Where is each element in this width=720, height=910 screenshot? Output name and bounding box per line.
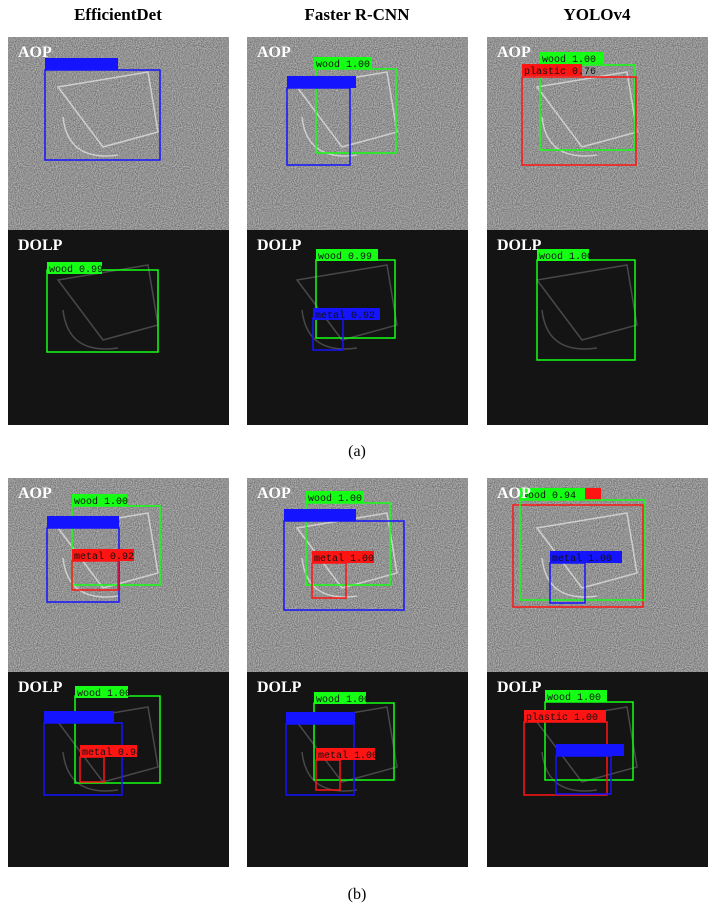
object-outline [295,512,398,598]
image-panel: wood 0.94 metal 1.00 AOP [487,478,708,673]
noise [487,37,708,232]
bounding-box [539,64,636,151]
label-tag [286,712,355,724]
modality-label: DOLP [497,679,542,696]
detection-label: metal 0.92 [315,310,375,322]
label-tag [47,516,119,528]
modality-label: AOP [257,44,291,61]
detection-label: metal 1.00 [314,553,374,565]
bounding-box [512,504,644,608]
label-tag [287,76,356,88]
detection-label: wood 1.00 [316,694,370,706]
detection-label: wood 0.94 [522,490,576,502]
panel-background [247,672,468,867]
object-outline [56,71,159,157]
object-outline [295,706,398,792]
detection-label: wood 0.99 [49,264,103,276]
panel-background [487,230,708,425]
modality-label: DOLP [497,237,542,254]
image-panel: wood 1.00 AOP [247,37,468,232]
detection-label: metal 1.00 [318,750,378,762]
panel-background [8,672,229,867]
subfigure-label: (a) [348,443,366,460]
label-tag [284,509,356,521]
detection-label: wood 1.00 [547,692,601,704]
noise [247,478,468,673]
label-tag [45,58,118,70]
label-tag [314,57,372,69]
label-tag [585,488,601,500]
modality-label: AOP [497,485,531,502]
detection-label: plastic 0.76 [524,66,596,78]
object-outline [56,706,159,792]
image-panel: wood 1.00 metal 1.00 DOLP [247,672,468,867]
object-outline [535,512,638,598]
column-header: YOLOv4 [563,5,631,24]
modality-label: AOP [18,485,52,502]
modality-label: AOP [497,44,531,61]
label-tag [550,551,622,563]
subfigure-label: (b) [348,886,367,903]
column-header: EfficientDet [74,5,162,24]
image-panel: AOP [8,37,229,232]
label-tag [545,690,607,702]
bounding-box [46,269,159,353]
detection-label: wood 1.00 [77,688,131,700]
label-tag [556,744,624,756]
label-tag [313,308,380,320]
detection-label: wood 1.00 [74,496,128,508]
label-tag [44,711,114,723]
detection-label: wood 1.00 [542,54,596,66]
modality-label: DOLP [257,679,302,696]
object-outline [295,71,398,157]
detection-label: plastic 1.00 [526,712,598,724]
label-tag [314,692,366,704]
label-tag [72,494,127,506]
label-tag [312,551,374,563]
detection-label: metal 0.94 [82,747,142,759]
modality-label: DOLP [18,237,63,254]
label-tag [80,745,137,757]
image-panel: wood 1.00 metal 1.00 AOP [247,478,468,673]
modality-label: DOLP [257,237,302,254]
noise [487,478,708,673]
modality-label: AOP [18,44,52,61]
noise [8,37,229,232]
detection-label: metal 0.92 [74,551,134,563]
panel-background [8,230,229,425]
detection-label: wood 1.00 [308,493,362,505]
label-tag [47,262,102,274]
label-tag [316,748,375,760]
image-panel: wood 0.99 metal 0.92 DOLP [247,230,468,425]
label-tag [540,52,604,64]
label-tag [316,249,378,261]
image-panel: wood 1.00 metal 0.92 AOP [8,478,229,673]
bounding-box [521,76,637,166]
detection-label: wood 0.99 [318,251,372,263]
label-tag [537,249,589,261]
detection-label: wood 1.00 [316,59,370,71]
detection-label: wood 1.00 [539,251,593,263]
image-panel: wood 1.00 metal 0.94 DOLP [8,672,229,867]
label-tag [522,64,582,76]
label-tag [72,549,134,561]
image-panel: wood 0.99 DOLP [8,230,229,425]
label-tag [520,488,585,500]
label-tag [75,686,128,698]
modality-label: DOLP [18,679,63,696]
label-tag [524,710,606,722]
image-panel: wood 1.00 plastic 1.00 DOLP [487,672,708,867]
object-outline [535,264,638,350]
modality-label: AOP [257,485,291,502]
column-header: Faster R-CNN [305,5,411,24]
panel-background [247,230,468,425]
detection-label: metal 1.00 [552,553,612,565]
label-tag [306,491,364,503]
